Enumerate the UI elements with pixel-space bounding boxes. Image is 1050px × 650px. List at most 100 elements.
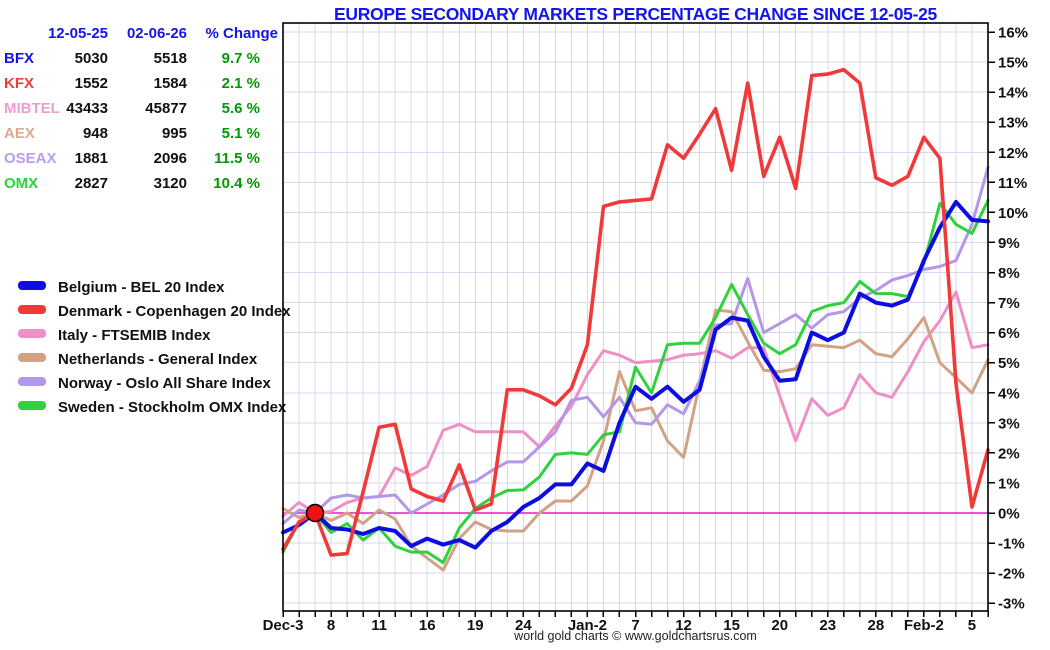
y-tick-label: 12% [998,145,1028,162]
table-row-label: OSEAX [4,150,57,167]
x-tick-label: 28 [867,617,884,634]
x-tick-label: 15 [723,617,740,634]
x-tick-label: 7 [631,617,639,634]
table-cell-change: 5.6 % [221,100,260,117]
table-row-label: AEX [4,125,35,142]
legend-item: Italy - FTSEMIB Index [18,324,211,348]
x-tick-label: 5 [968,617,976,634]
x-tick-label: 11 [371,617,387,634]
series-line-italy [281,290,990,518]
table-row: OMX 2827 3120 10.4 % [4,171,284,196]
x-tick-label: 20 [771,617,788,634]
legend-label: Denmark - Copenhagen 20 Index [58,303,291,320]
legend-swatch-icon [18,401,46,410]
y-tick-label: 6% [998,325,1020,342]
table-cell-change: 5.1 % [221,125,260,142]
legend-item: Denmark - Copenhagen 20 Index [18,300,291,324]
x-tick-label: 16 [419,617,436,634]
y-tick-label: 16% [998,25,1028,42]
series-line-sweden [281,198,990,565]
table-row: AEX 948 995 5.1 % [4,121,284,146]
table-row: OSEAX 1881 2096 11.5 % [4,146,284,171]
table-cell-end: 1584 [153,75,187,92]
table-cell-change: 9.7 % [221,50,260,67]
table-cell-end: 995 [161,125,187,142]
legend-swatch-icon [18,281,46,290]
start-marker-dot [305,503,325,523]
y-tick-label: 0% [998,506,1020,523]
table-cell-end: 3120 [153,175,187,192]
table-row: BFX 5030 5518 9.7 % [4,46,284,71]
series-line-netherlands [281,308,990,572]
table-header-change: % Change [205,25,278,42]
y-tick-label: 7% [998,295,1020,312]
table-row-label: KFX [4,75,34,92]
y-tick-label: 3% [998,415,1020,432]
table-row: KFX 1552 1584 2.1 % [4,71,284,96]
table-header-start-date: 12-05-25 [47,25,108,42]
y-tick-label: -3% [998,596,1025,613]
y-tick-label: 11% [998,175,1027,192]
table-cell-end: 45877 [145,100,187,117]
y-tick-label: 1% [998,475,1020,492]
legend-label: Belgium - BEL 20 Index [58,279,225,296]
x-tick-label: 12 [675,617,692,634]
table-cell-start: 5030 [74,50,108,67]
legend-label: Italy - FTSEMIB Index [58,327,211,344]
legend-item: Netherlands - General Index [18,348,257,372]
x-tick-label: Jan-2 [568,617,607,634]
legend-item: Sweden - Stockholm OMX Index [18,396,286,420]
legend-label: Sweden - Stockholm OMX Index [58,399,287,416]
y-tick-label: 10% [998,205,1028,222]
x-tick-label: 8 [327,617,335,634]
series-line-denmark [281,67,990,557]
legend-swatch-icon [18,305,46,314]
legend-swatch-icon [18,377,46,386]
chart-title: EUROPE SECONDARY MARKETS PERCENTAGE CHAN… [334,4,937,24]
y-tick-label: 2% [998,445,1020,462]
y-tick-label: 15% [998,55,1028,72]
y-tick-label: 13% [998,115,1028,132]
legend-swatch-icon [18,353,46,362]
plot-border [282,22,989,612]
table-row-label: BFX [4,50,34,67]
table-cell-change: 2.1 % [221,75,260,92]
y-tick-label: 9% [998,235,1020,252]
table-row: MIBTEL 43433 45877 5.6 % [4,96,284,121]
y-tick-label: 14% [998,85,1028,102]
y-tick-label: -2% [998,566,1025,583]
table-header-row: 12-05-25 02-06-26 % Change [4,21,284,46]
table-cell-end: 5518 [153,50,187,67]
table-header-end-date: 02-06-26 [126,25,187,42]
legend-swatch-icon [18,329,46,338]
legend-label: Norway - Oslo All Share Index [58,375,271,392]
table-cell-start: 1881 [74,150,108,167]
table-cell-change: 11.5 % [214,150,260,167]
series-line-norway [281,165,990,525]
table-cell-end: 2096 [153,150,187,167]
table-row-label: MIBTEL [4,100,60,117]
axis-ticks [282,31,995,617]
y-tick-label: 4% [998,385,1020,402]
legend-label: Netherlands - General Index [58,351,258,368]
footer-credit: world gold charts © www.goldchartsrus.co… [514,629,757,643]
y-tick-label: 5% [998,355,1020,372]
x-tick-label: Feb-2 [904,617,944,634]
series-line-belgium [281,199,990,550]
x-tick-label: 23 [819,617,836,634]
x-tick-label: 19 [467,617,484,634]
table-cell-start: 2827 [74,175,108,192]
table-cell-start: 43433 [66,100,108,117]
legend-item: Belgium - BEL 20 Index [18,276,224,300]
y-tick-label: 8% [998,265,1020,282]
table-cell-start: 1552 [74,75,108,92]
table-row-label: OMX [4,175,39,192]
table-cell-start: 948 [82,125,108,142]
x-tick-label: 24 [515,617,532,634]
legend-item: Norway - Oslo All Share Index [18,372,271,396]
grid-lines [282,23,989,611]
y-tick-label: -1% [998,536,1025,553]
x-tick-label: Dec-3 [263,617,304,634]
